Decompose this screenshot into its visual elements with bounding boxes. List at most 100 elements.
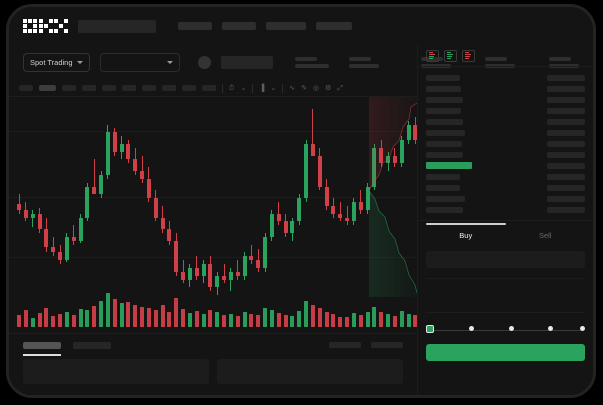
orderbook-size (547, 152, 585, 158)
volume-bar (215, 312, 219, 327)
volume-bar (345, 317, 349, 327)
orderbook-bid-row[interactable] (426, 171, 585, 182)
form-divider (426, 278, 585, 279)
orderbook-size (547, 185, 585, 191)
interval-button-2[interactable] (62, 85, 76, 91)
orderbook-bid-row[interactable] (426, 204, 585, 215)
nav-item-trade[interactable] (178, 22, 212, 30)
volume-bar (311, 305, 315, 327)
active-tab-underline (23, 354, 61, 356)
nav-item-earn[interactable] (266, 22, 306, 30)
okx-logo-icon[interactable] (23, 19, 68, 33)
tab-order-history[interactable] (73, 342, 111, 349)
fullscreen-icon[interactable]: ⤢ (337, 85, 343, 92)
orderbook-bid-row[interactable] (426, 182, 585, 193)
coin-avatar (198, 56, 211, 69)
price-input[interactable] (426, 251, 585, 268)
interval-button-3[interactable] (82, 85, 96, 91)
tab-open-orders[interactable] (23, 342, 61, 349)
nav-item-more[interactable] (316, 22, 352, 30)
orderbook-price (426, 108, 461, 114)
orderbook-ask-row[interactable] (426, 105, 585, 116)
orderbook-ask-row[interactable] (426, 83, 585, 94)
market-stat-label (349, 57, 371, 61)
drawing-pencil-icon[interactable]: ✎ (301, 85, 307, 92)
orderbook-spread-row[interactable] (426, 160, 585, 171)
interval-button-7[interactable] (162, 85, 176, 91)
interval-button-8[interactable] (182, 85, 196, 91)
interval-button-0[interactable] (19, 85, 33, 91)
orderbook-ask-row[interactable] (426, 149, 585, 160)
indicator-icon[interactable]: ◎ (313, 85, 319, 92)
candle-dropdown-icon[interactable]: ⌄ (270, 85, 276, 92)
volume-bar (379, 312, 383, 327)
interval-button-4[interactable] (102, 85, 116, 91)
slider-stop-100[interactable] (580, 326, 585, 331)
market-stat-value (295, 64, 329, 68)
volume-bar (297, 311, 301, 327)
volume-bar (202, 314, 206, 327)
settings-gear-icon[interactable]: ⚙ (325, 85, 331, 92)
nav-item-markets[interactable] (222, 22, 256, 30)
tab-sell[interactable]: Sell (506, 227, 586, 245)
volume-bar (195, 311, 199, 327)
interval-dropdown-icon[interactable]: ⌄ (240, 85, 246, 92)
orderbook-price (426, 97, 463, 103)
line-chart-icon[interactable]: ∿ (289, 85, 295, 92)
orders-card[interactable] (23, 359, 209, 384)
orderbook-mode-asks-icon[interactable] (462, 50, 475, 62)
interval-button-9[interactable] (202, 85, 216, 91)
slider-stop-50[interactable] (509, 326, 514, 331)
orderbook-size (547, 108, 585, 114)
candlestick-series (17, 103, 409, 301)
orders-card[interactable] (217, 359, 403, 384)
trading-mode-select[interactable]: Spot Trading (23, 53, 90, 72)
volume-bar (51, 316, 55, 327)
orderbook-ask-row[interactable] (426, 138, 585, 149)
volume-bar (229, 314, 233, 327)
interval-button-5[interactable] (122, 85, 136, 91)
interval-button-1[interactable] (39, 85, 56, 91)
bottom-action-cancel-all[interactable] (371, 342, 403, 348)
pair-select[interactable] (100, 53, 180, 72)
amount-input[interactable] (426, 285, 585, 302)
volume-bar (325, 312, 329, 327)
orderbook-size (547, 141, 585, 147)
orderbook-bid-row[interactable] (426, 193, 585, 204)
bottom-action-hide-other[interactable] (329, 342, 361, 348)
form-divider (426, 312, 585, 313)
interval-button-6[interactable] (142, 85, 156, 91)
orderbook[interactable] (418, 67, 593, 220)
orderbook-mode-both-icon[interactable] (426, 50, 439, 62)
slider-handle[interactable] (426, 325, 434, 333)
tab-buy[interactable]: Buy (426, 227, 506, 245)
price-chart[interactable] (9, 97, 417, 333)
device-frame: Spot Trading (6, 4, 596, 398)
volume-bar (318, 308, 322, 327)
search-input[interactable] (78, 20, 156, 33)
volume-series (17, 293, 409, 327)
orderbook-ask-row[interactable] (426, 116, 585, 127)
slider-stop-25[interactable] (469, 326, 474, 331)
orderbook-size (547, 207, 585, 213)
time-interval-icon[interactable]: ⏱ (229, 85, 234, 92)
amount-percent-slider[interactable] (426, 325, 585, 335)
orderbook-ask-row[interactable] (426, 94, 585, 105)
orderbook-price (426, 130, 465, 136)
volume-bar (72, 315, 76, 327)
orderbook-size (547, 86, 585, 92)
orderbook-price (426, 141, 462, 147)
volume-bar (147, 308, 151, 327)
orderbook-ask-row[interactable] (426, 127, 585, 138)
volume-bar (249, 314, 253, 327)
candle-type-icon[interactable]: ▐ (259, 85, 264, 92)
volume-bar (167, 312, 171, 327)
volume-bar (133, 305, 137, 327)
orderbook-price (426, 86, 461, 92)
orderbook-mode-bids-icon[interactable] (444, 50, 457, 62)
submit-buy-button[interactable] (426, 344, 585, 361)
volume-bar (372, 307, 376, 327)
orderbook-price (426, 119, 463, 125)
volume-bar (65, 312, 69, 327)
volume-bar (92, 306, 96, 327)
